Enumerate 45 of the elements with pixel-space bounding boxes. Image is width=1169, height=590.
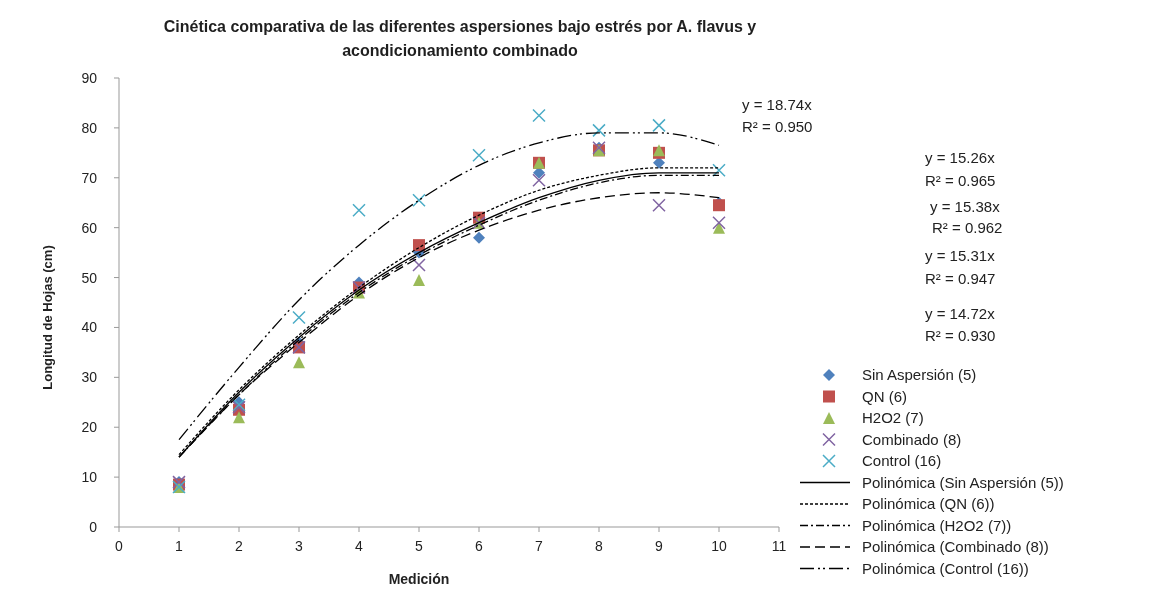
y-tick-label: 50 bbox=[81, 269, 98, 286]
x-axis-title: Medición bbox=[388, 571, 450, 587]
annotation: y = 18.74x bbox=[742, 96, 813, 113]
text: R² = 0.962 bbox=[932, 219, 1003, 236]
legend-label: Polinómica (QN (6)) bbox=[862, 495, 995, 512]
y-tick-label: 80 bbox=[81, 119, 98, 136]
legend-label: Sin Aspersión (5) bbox=[862, 366, 977, 383]
x-tick-label: 9 bbox=[655, 538, 664, 554]
x-tick-label: 2 bbox=[235, 538, 244, 554]
x-tick-label: 11 bbox=[771, 538, 787, 554]
text: R² = 0.930 bbox=[925, 327, 996, 344]
y-tick-label: 20 bbox=[81, 419, 98, 436]
legend-label: Polinómica (H2O2 (7)) bbox=[862, 516, 1012, 534]
y-tick-label: 10 bbox=[81, 469, 98, 486]
text: y = 15.31x bbox=[925, 247, 996, 264]
text: y = 15.38x bbox=[930, 198, 1001, 215]
y-tick-label: 40 bbox=[81, 319, 98, 336]
x-tick-label: 0 bbox=[115, 538, 124, 554]
x-tick-label: 7 bbox=[535, 538, 544, 554]
y-axis-title: Longitud de Hojas (cm) bbox=[40, 245, 55, 390]
legend-label: Polinómica (Control (16)) bbox=[862, 559, 1029, 577]
legend-label: Control (16) bbox=[862, 452, 942, 469]
y-tick-label: 90 bbox=[81, 70, 98, 86]
x-tick-label: 6 bbox=[475, 538, 484, 554]
legend-label: Polinómica (Sin Aspersión (5)) bbox=[862, 473, 1064, 491]
chart-title: Cinética comparativa de las diferentes aspersiones bajo estrés por A. flavus y acondicionamiento combinado bbox=[163, 18, 757, 59]
y-tick-label: 30 bbox=[81, 369, 98, 386]
legend-label: H2O2 (7) bbox=[862, 409, 924, 426]
x-tick-label: 4 bbox=[355, 538, 364, 554]
y-tick-label: 60 bbox=[81, 219, 98, 236]
text: R² = 0.947 bbox=[925, 270, 996, 287]
legend-label: QN (6) bbox=[862, 387, 907, 405]
text: y = 15.26x bbox=[925, 149, 996, 166]
text: y = 14.72x bbox=[925, 305, 996, 322]
x-tick-label: 10 bbox=[711, 538, 727, 554]
y-tick-label: 70 bbox=[81, 169, 98, 186]
legend-label: Combinado (8) bbox=[862, 430, 962, 448]
x-tick-label: 8 bbox=[595, 538, 604, 554]
x-tick-label: 5 bbox=[415, 538, 424, 554]
x-tick-label: 3 bbox=[295, 538, 304, 554]
x-tick-label: 1 bbox=[175, 538, 184, 554]
annotation: R² = 0.950 bbox=[742, 118, 813, 135]
text: R² = 0.965 bbox=[925, 172, 996, 189]
y-tick-label: 0 bbox=[89, 519, 98, 535]
legend-label: Polinómica (Combinado (8)) bbox=[862, 538, 1049, 555]
